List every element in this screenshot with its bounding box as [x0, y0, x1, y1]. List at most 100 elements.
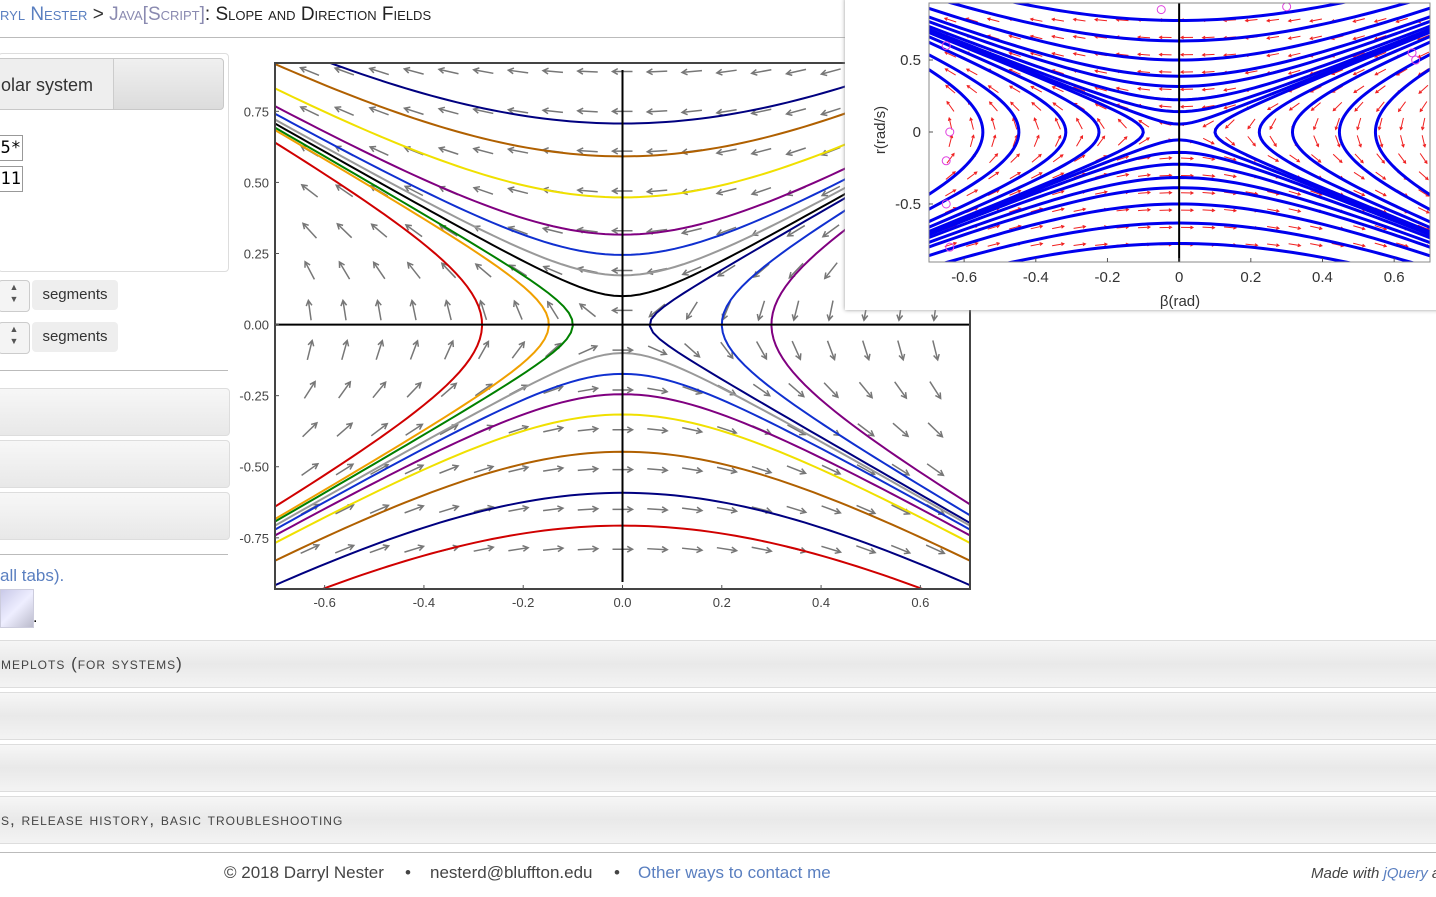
email-link[interactable]: nesterd@bluffton.edu [430, 863, 593, 882]
field-arrow [1247, 136, 1256, 147]
field-arrow [1373, 18, 1387, 23]
field-arrow [990, 117, 996, 130]
field-arrow [715, 108, 737, 116]
field-arrow [333, 106, 354, 116]
field-arrow [1030, 224, 1044, 230]
field-arrow [1202, 208, 1216, 213]
start-point [1282, 3, 1292, 12]
field-arrow [437, 106, 459, 115]
field-arrow [1052, 154, 1064, 163]
field-arrow [1288, 190, 1302, 196]
punctuation: . [33, 609, 38, 626]
trajectory [1257, 34, 1430, 230]
field-arrow [1202, 191, 1216, 196]
field-arrow [338, 380, 352, 399]
field-arrow [891, 463, 911, 476]
field-arrow [1052, 224, 1065, 230]
field-arrow [1266, 18, 1280, 23]
spinner[interactable]: ▲ ▼ [0, 280, 30, 312]
start-point [945, 242, 955, 252]
accordion-header[interactable]: meplots (for systems) [0, 640, 1436, 688]
system-button[interactable]: olar system [0, 58, 224, 110]
text-input[interactable]: 5* [0, 135, 23, 161]
field-arrow [1352, 18, 1365, 23]
field-arrow [1310, 102, 1321, 112]
field-arrow [1417, 207, 1430, 214]
start-point [941, 41, 951, 51]
field-arrow [756, 300, 766, 322]
spinner[interactable]: ▲ ▼ [0, 322, 30, 354]
panel-button[interactable] [0, 440, 230, 488]
thumbnail[interactable] [0, 589, 34, 628]
field-arrow [437, 66, 459, 75]
field-arrow [1138, 225, 1152, 230]
accordion-header[interactable]: s, release history, basic troubleshootin… [0, 796, 1436, 844]
panel-button[interactable] [0, 492, 230, 540]
field-arrow [987, 242, 1001, 247]
field-arrow [1378, 135, 1384, 148]
field-arrow [1288, 225, 1302, 230]
field-arrow [576, 107, 598, 115]
field-arrow [750, 108, 772, 116]
field-arrow [340, 298, 348, 321]
button-label: olar system [1, 75, 94, 95]
field-arrow [541, 226, 563, 234]
field-arrow [1159, 208, 1173, 212]
field-arrow [1076, 134, 1084, 147]
panel-button[interactable] [0, 388, 230, 436]
field-arrow [444, 299, 452, 321]
accordion-title: meplots (for systems) [1, 654, 183, 673]
field-arrow [333, 66, 355, 76]
x-tick-label: -0.4 [413, 595, 435, 610]
accordion-title: s, release history, basic troubleshootin… [1, 810, 344, 829]
field-arrow [1008, 85, 1021, 93]
page-title: : Slope and Direction Fields [204, 4, 432, 25]
field-arrow [301, 222, 318, 239]
field-arrow [1202, 225, 1216, 230]
breadcrumb: ryl Nester > Java[Script]: Slope and Dir… [0, 4, 431, 26]
field-arrow [402, 66, 424, 75]
field-arrow [966, 171, 978, 180]
field-arrow [335, 463, 355, 476]
text-input[interactable]: 11 [0, 166, 23, 192]
field-arrow [966, 241, 979, 247]
field-arrow [1398, 153, 1407, 164]
field-arrow [1419, 153, 1428, 165]
accordion-header[interactable] [0, 692, 1436, 740]
y-tick-label: 0.00 [244, 318, 269, 333]
contact-link[interactable]: Other ways to contact me [638, 863, 831, 883]
field-arrow [1138, 119, 1150, 128]
field-arrow [334, 184, 354, 198]
spinner-label: segments [32, 280, 118, 310]
footer-rule [0, 852, 1436, 853]
field-arrow [820, 146, 841, 157]
field-arrow [1073, 242, 1087, 247]
field-arrow [991, 134, 997, 147]
field-arrow [474, 263, 492, 278]
breadcrumb-link[interactable]: ryl Nester [0, 4, 88, 25]
field-arrow [1288, 102, 1300, 111]
field-arrow [1266, 103, 1279, 111]
field-arrow [647, 545, 669, 553]
start-point [1407, 48, 1417, 58]
field-arrow [1031, 101, 1042, 111]
field-arrow [969, 116, 974, 130]
field-arrow [856, 545, 877, 555]
start-point [941, 199, 951, 209]
field-arrow [577, 425, 600, 433]
field-arrow [1420, 117, 1426, 131]
field-arrow [545, 342, 562, 358]
breadcrumb-section[interactable]: Java[Script] [109, 4, 205, 25]
field-arrow [508, 264, 528, 277]
field-arrow [645, 68, 668, 76]
jquery-link[interactable]: jQuery [1383, 865, 1428, 882]
field-arrow [1181, 208, 1195, 213]
field-arrow [944, 241, 958, 248]
accordion-header[interactable] [0, 744, 1436, 792]
field-arrow [474, 383, 493, 397]
all-tabs-link[interactable]: all tabs) [0, 566, 60, 585]
y-tick-label: -0.5 [895, 196, 921, 213]
field-arrow [1374, 189, 1387, 197]
field-arrow [751, 465, 773, 475]
field-arrow [1179, 35, 1194, 40]
